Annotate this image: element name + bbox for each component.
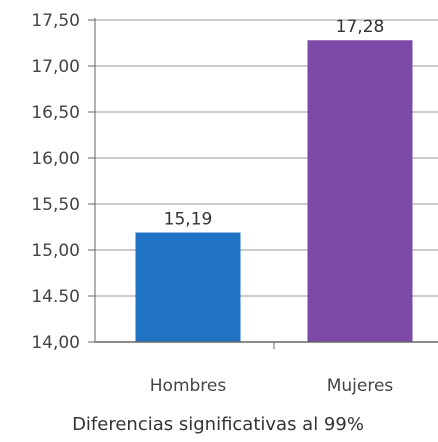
bar-hombres (135, 232, 241, 342)
y-tick-label: 14.50 (31, 287, 80, 307)
bars (135, 40, 413, 343)
y-tick-label: 14,00 (31, 333, 80, 353)
y-tick-label: 17,50 (31, 11, 80, 31)
y-tick-label: 15,50 (31, 195, 80, 215)
bar-mujeres (307, 40, 413, 343)
y-tick-label: 16,00 (31, 149, 80, 169)
category-labels: Hombres Mujeres (150, 376, 394, 396)
data-labels: 15,19 17,28 (164, 17, 385, 229)
y-tick-label: 15,00 (31, 241, 80, 261)
y-tick-label: 17,00 (31, 57, 80, 77)
category-label-mujeres: Mujeres (327, 376, 394, 396)
significance-footnote: Diferencias significativas al 99% (72, 414, 364, 435)
y-tick-label: 16,50 (31, 103, 80, 123)
axes (88, 18, 438, 349)
data-label-mujeres: 17,28 (336, 17, 385, 37)
y-tick-labels: 14,00 14.50 15,00 15,50 16,00 16,50 17,00 17,50 (31, 11, 80, 353)
data-label-hombres: 15,19 (164, 210, 213, 230)
category-label-hombres: Hombres (150, 376, 227, 396)
